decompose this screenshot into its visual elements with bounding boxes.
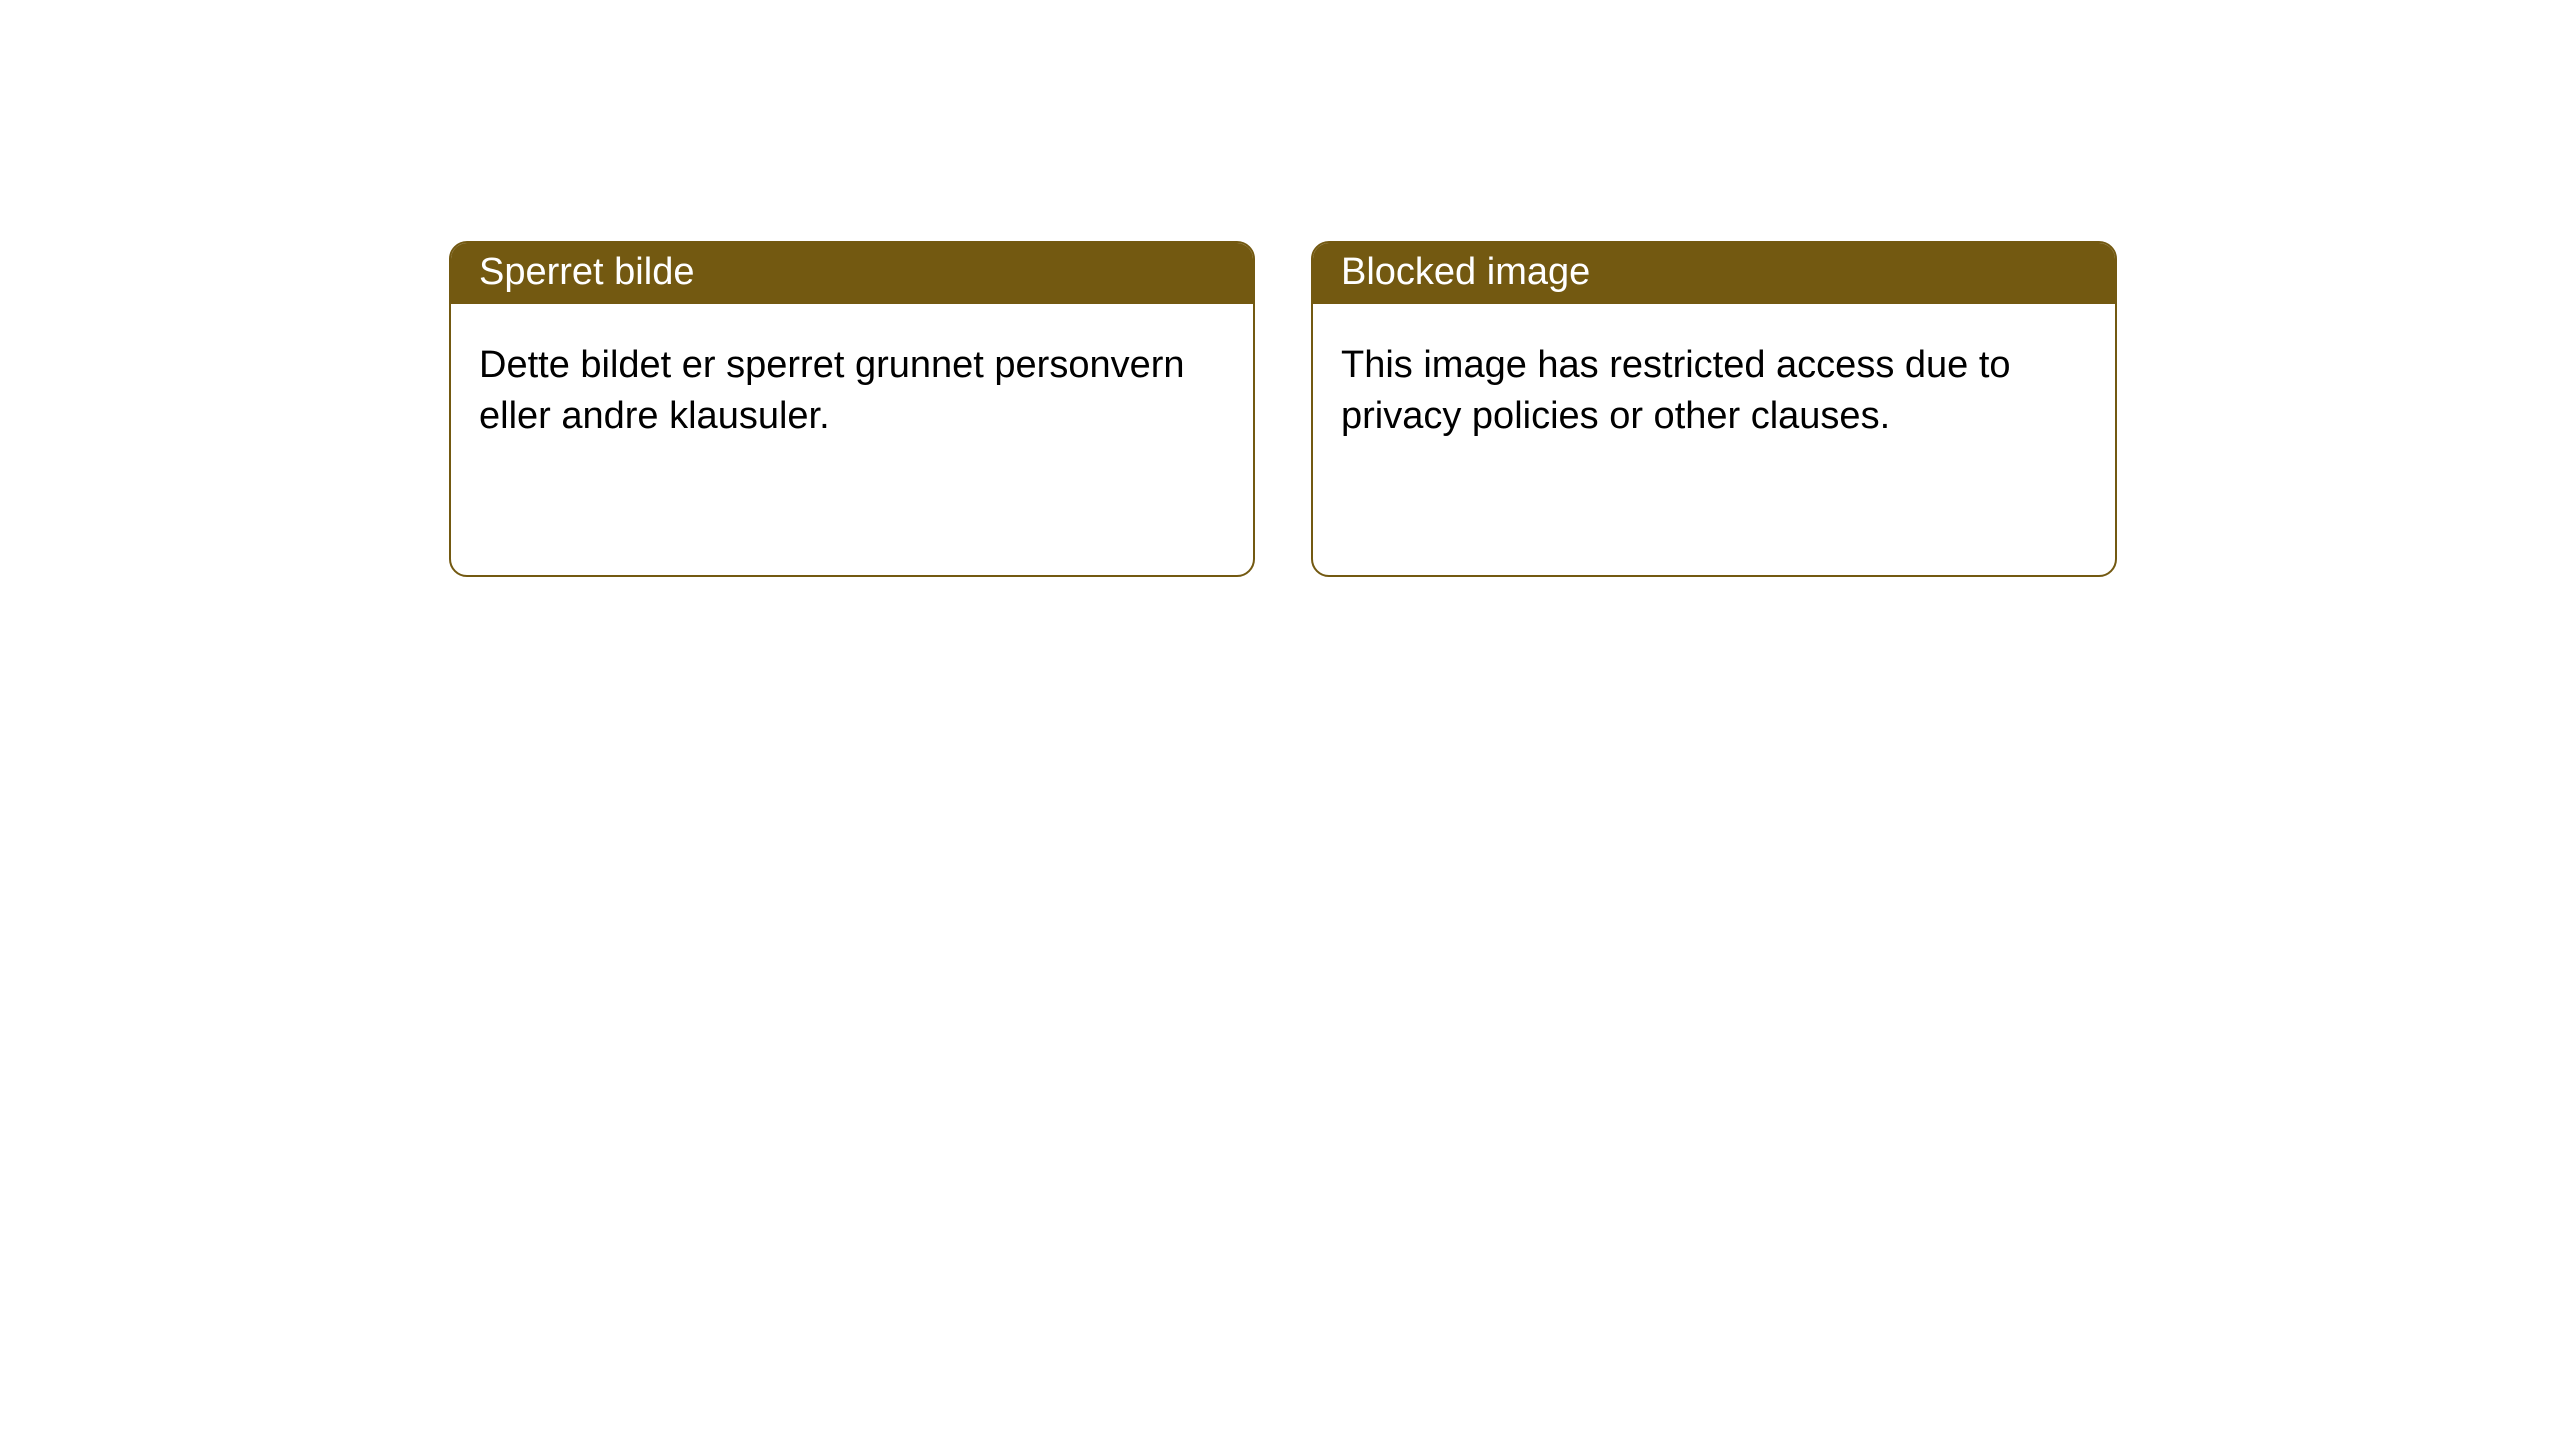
notice-card-norwegian: Sperret bilde Dette bildet er sperret gr… — [449, 241, 1255, 577]
notice-card-english: Blocked image This image has restricted … — [1311, 241, 2117, 577]
notice-container: Sperret bilde Dette bildet er sperret gr… — [0, 0, 2560, 577]
notice-header-norwegian: Sperret bilde — [451, 243, 1253, 304]
notice-body-english: This image has restricted access due to … — [1313, 304, 2115, 479]
notice-header-english: Blocked image — [1313, 243, 2115, 304]
notice-body-norwegian: Dette bildet er sperret grunnet personve… — [451, 304, 1253, 479]
